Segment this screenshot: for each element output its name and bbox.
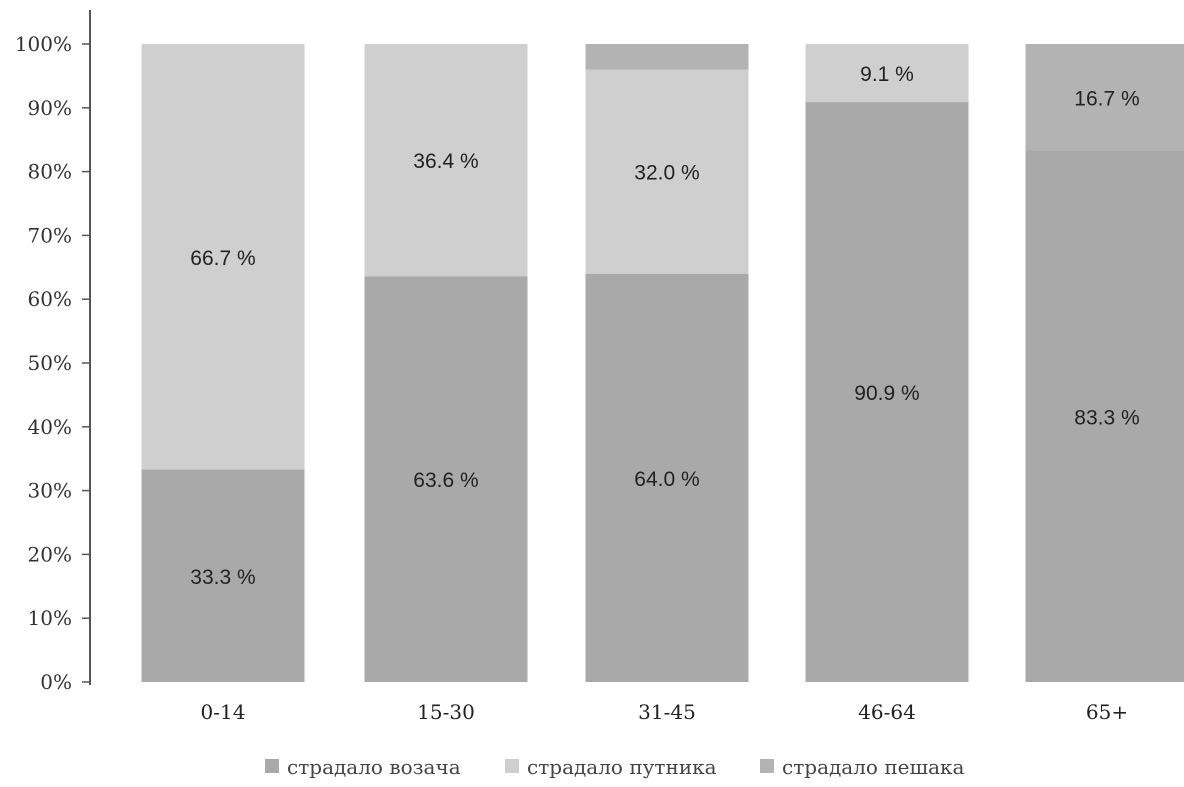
y-tick-label: 40% [28, 415, 72, 439]
legend: страдало возача страдало путника страдало … [265, 755, 965, 779]
bars [142, 44, 1184, 682]
data-label: 66.7 % [190, 247, 255, 270]
y-tick-label: 60% [28, 287, 72, 311]
legend-label: страдало путника [527, 755, 717, 779]
legend-swatch [760, 759, 774, 773]
y-tick-label: 30% [28, 479, 72, 503]
y-tick-label: 70% [28, 223, 72, 247]
x-tick-label: 0-14 [201, 700, 246, 724]
y-tick-label: 80% [28, 160, 72, 184]
data-label: 36.4 % [413, 150, 478, 173]
y-tick-label: 90% [28, 96, 72, 120]
data-label: 32.0 % [634, 162, 699, 185]
legend-swatch [505, 759, 519, 773]
y-tick-label: 10% [28, 606, 72, 630]
x-tick-label: 31-45 [638, 700, 696, 724]
data-label: 16.7 % [1074, 87, 1139, 110]
data-label: 33.3 % [190, 566, 255, 589]
legend-swatch [265, 759, 279, 773]
data-label: 64.0 % [634, 468, 699, 491]
y-axis-ticks: 0% 10% 20% 30% 40% 50% 60% 70% 80% 90% 100% [15, 32, 90, 694]
y-tick-label: 0% [40, 670, 72, 694]
data-label: 83.3 % [1074, 406, 1139, 429]
y-tick-label: 100% [15, 32, 72, 56]
x-tick-label: 65+ [1086, 700, 1128, 724]
legend-label: страдало возача [287, 755, 461, 779]
data-label: 63.6 % [413, 469, 478, 492]
legend-label: страдало пешака [782, 755, 965, 779]
bar-segment [586, 44, 749, 70]
x-tick-label: 46-64 [858, 700, 916, 724]
y-tick-label: 20% [28, 542, 72, 566]
data-label: 90.9 % [854, 382, 919, 405]
x-axis-ticks: 0-14 15-30 31-45 46-64 65+ [201, 700, 1129, 724]
x-tick-label: 15-30 [417, 700, 475, 724]
data-label: 9.1 % [860, 63, 914, 86]
y-tick-label: 50% [28, 351, 72, 375]
